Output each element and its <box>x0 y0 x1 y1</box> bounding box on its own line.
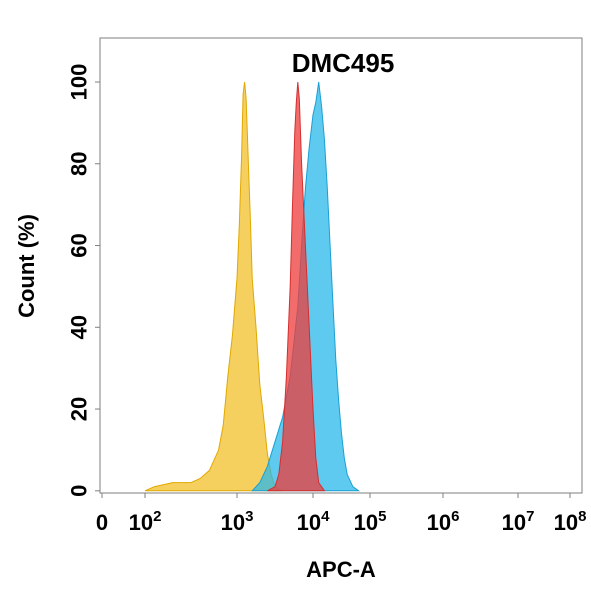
x-tick-label: 0 <box>96 510 108 535</box>
y-tick-label: 100 <box>67 64 92 101</box>
histogram-series-1 <box>144 81 283 492</box>
y-tick-label: 80 <box>67 152 92 176</box>
x-tick-label: 102 <box>129 508 162 535</box>
x-tick-label: 106 <box>427 508 460 535</box>
x-tick-label: 107 <box>502 508 535 535</box>
y-tick-label: 20 <box>67 397 92 421</box>
chart-title: DMC495 <box>292 48 395 78</box>
y-axis-label: Count (%) <box>14 214 39 318</box>
x-tick-label: 105 <box>354 508 387 535</box>
y-tick-label: 60 <box>67 233 92 257</box>
y-tick-label: 40 <box>67 315 92 339</box>
x-tick-label: 104 <box>297 508 330 535</box>
plot-area-frame <box>99 37 583 494</box>
x-tick-label: 103 <box>221 508 254 535</box>
x-tick-label: 108 <box>554 508 587 535</box>
x-axis-label: APC-A <box>306 557 376 582</box>
histogram-series-3 <box>267 81 326 492</box>
y-tick-label: 0 <box>67 485 92 497</box>
